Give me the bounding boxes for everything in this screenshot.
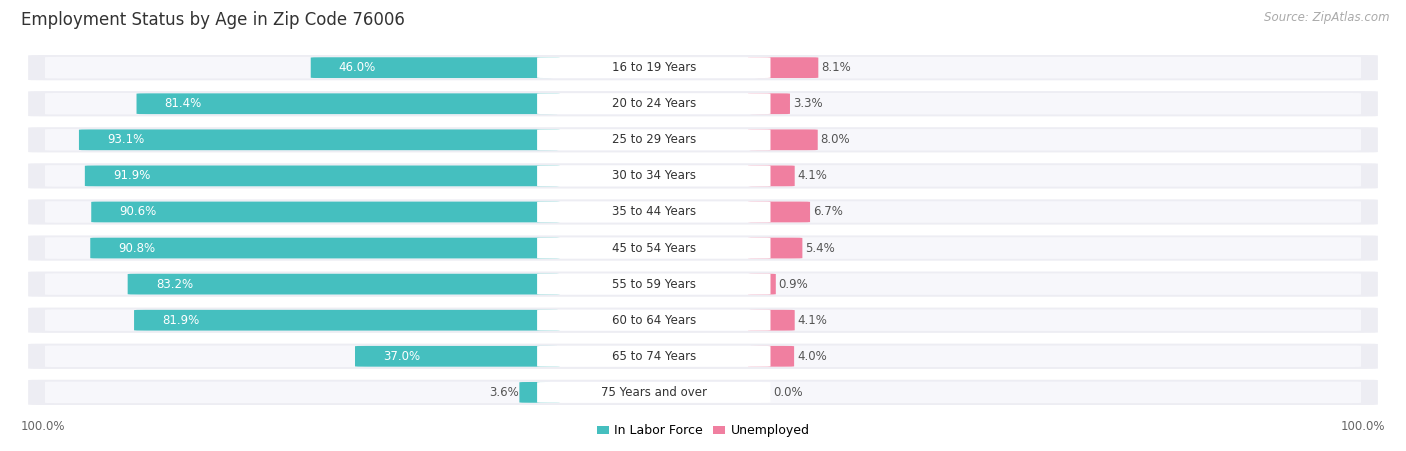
- FancyBboxPatch shape: [28, 272, 1378, 297]
- Text: 100.0%: 100.0%: [21, 420, 66, 433]
- FancyBboxPatch shape: [748, 166, 794, 186]
- FancyBboxPatch shape: [79, 129, 560, 150]
- Text: 8.1%: 8.1%: [821, 61, 851, 74]
- FancyBboxPatch shape: [748, 238, 803, 258]
- Text: 55 to 59 Years: 55 to 59 Years: [612, 278, 696, 290]
- Text: 81.4%: 81.4%: [165, 97, 202, 110]
- FancyBboxPatch shape: [134, 310, 560, 331]
- Text: 65 to 74 Years: 65 to 74 Years: [612, 350, 696, 363]
- Text: 91.9%: 91.9%: [112, 170, 150, 182]
- FancyBboxPatch shape: [128, 274, 560, 295]
- FancyBboxPatch shape: [28, 235, 1378, 261]
- Text: 4.1%: 4.1%: [797, 314, 827, 327]
- FancyBboxPatch shape: [28, 55, 1378, 80]
- Text: 3.6%: 3.6%: [489, 386, 519, 399]
- Text: 46.0%: 46.0%: [339, 61, 375, 74]
- Text: 3.3%: 3.3%: [793, 97, 823, 110]
- FancyBboxPatch shape: [91, 202, 560, 222]
- Text: 30 to 34 Years: 30 to 34 Years: [612, 170, 696, 182]
- FancyBboxPatch shape: [28, 163, 1378, 189]
- FancyBboxPatch shape: [519, 382, 560, 403]
- FancyBboxPatch shape: [748, 129, 818, 150]
- Text: 35 to 44 Years: 35 to 44 Years: [612, 206, 696, 218]
- FancyBboxPatch shape: [28, 344, 1378, 369]
- Text: 0.0%: 0.0%: [773, 386, 803, 399]
- Text: 90.8%: 90.8%: [118, 242, 156, 254]
- FancyBboxPatch shape: [537, 93, 770, 114]
- FancyBboxPatch shape: [28, 127, 1378, 152]
- FancyBboxPatch shape: [537, 166, 770, 186]
- Text: 8.0%: 8.0%: [821, 133, 851, 146]
- FancyBboxPatch shape: [537, 202, 770, 222]
- FancyBboxPatch shape: [84, 166, 560, 186]
- FancyBboxPatch shape: [748, 346, 794, 367]
- FancyBboxPatch shape: [748, 274, 776, 295]
- FancyBboxPatch shape: [537, 274, 770, 295]
- Legend: In Labor Force, Unemployed: In Labor Force, Unemployed: [592, 419, 814, 442]
- Text: 60 to 64 Years: 60 to 64 Years: [612, 314, 696, 327]
- FancyBboxPatch shape: [45, 165, 1361, 187]
- Text: 6.7%: 6.7%: [813, 206, 842, 218]
- Text: 25 to 29 Years: 25 to 29 Years: [612, 133, 696, 146]
- Text: 5.4%: 5.4%: [806, 242, 835, 254]
- FancyBboxPatch shape: [45, 309, 1361, 331]
- FancyBboxPatch shape: [28, 308, 1378, 333]
- Text: 93.1%: 93.1%: [107, 133, 145, 146]
- FancyBboxPatch shape: [748, 202, 810, 222]
- Text: 20 to 24 Years: 20 to 24 Years: [612, 97, 696, 110]
- FancyBboxPatch shape: [28, 380, 1378, 405]
- FancyBboxPatch shape: [45, 273, 1361, 295]
- FancyBboxPatch shape: [748, 93, 790, 114]
- Text: Source: ZipAtlas.com: Source: ZipAtlas.com: [1264, 11, 1389, 24]
- FancyBboxPatch shape: [45, 382, 1361, 403]
- Text: 75 Years and over: 75 Years and over: [600, 386, 707, 399]
- FancyBboxPatch shape: [136, 93, 560, 114]
- Text: 4.1%: 4.1%: [797, 170, 827, 182]
- Text: 45 to 54 Years: 45 to 54 Years: [612, 242, 696, 254]
- Text: 0.9%: 0.9%: [779, 278, 808, 290]
- FancyBboxPatch shape: [748, 57, 818, 78]
- Text: 37.0%: 37.0%: [382, 350, 420, 363]
- Text: 4.0%: 4.0%: [797, 350, 827, 363]
- FancyBboxPatch shape: [748, 310, 794, 331]
- FancyBboxPatch shape: [45, 237, 1361, 259]
- Text: 83.2%: 83.2%: [156, 278, 193, 290]
- FancyBboxPatch shape: [45, 57, 1361, 78]
- FancyBboxPatch shape: [45, 201, 1361, 223]
- Text: 81.9%: 81.9%: [162, 314, 200, 327]
- Text: 100.0%: 100.0%: [1340, 420, 1385, 433]
- FancyBboxPatch shape: [537, 346, 770, 367]
- FancyBboxPatch shape: [28, 91, 1378, 116]
- FancyBboxPatch shape: [537, 310, 770, 331]
- FancyBboxPatch shape: [354, 346, 560, 367]
- FancyBboxPatch shape: [45, 129, 1361, 151]
- FancyBboxPatch shape: [45, 93, 1361, 115]
- FancyBboxPatch shape: [537, 238, 770, 258]
- FancyBboxPatch shape: [537, 57, 770, 78]
- Text: 90.6%: 90.6%: [120, 206, 156, 218]
- FancyBboxPatch shape: [311, 57, 560, 78]
- Text: 16 to 19 Years: 16 to 19 Years: [612, 61, 696, 74]
- FancyBboxPatch shape: [28, 199, 1378, 225]
- FancyBboxPatch shape: [537, 382, 770, 403]
- FancyBboxPatch shape: [45, 345, 1361, 367]
- FancyBboxPatch shape: [90, 238, 560, 258]
- Text: Employment Status by Age in Zip Code 76006: Employment Status by Age in Zip Code 760…: [21, 11, 405, 29]
- FancyBboxPatch shape: [537, 129, 770, 150]
